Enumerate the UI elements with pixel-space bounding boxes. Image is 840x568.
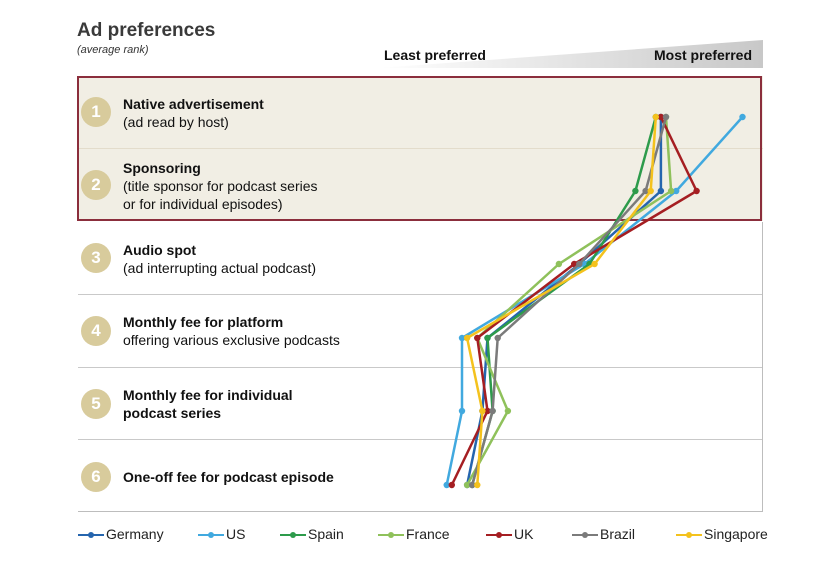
data-point xyxy=(504,407,512,415)
data-point xyxy=(632,187,639,195)
rank-item: One-off fee for podcast episode xyxy=(123,468,334,486)
rank-item: Native advertisement (ad read by host) xyxy=(123,95,264,131)
data-point xyxy=(474,481,481,489)
data-point xyxy=(657,113,665,121)
data-point xyxy=(662,113,670,121)
rank-desc: (ad interrupting actual podcast) xyxy=(123,260,316,276)
data-point xyxy=(652,113,659,121)
rank-badge: 4 xyxy=(81,316,111,346)
rank-desc: (title sponsor for podcast series or for… xyxy=(123,178,318,212)
data-point xyxy=(443,481,450,489)
series-line xyxy=(470,116,658,486)
data-point xyxy=(642,187,649,195)
legend-swatch xyxy=(198,532,224,539)
rank-name: Audio spot xyxy=(123,242,197,258)
right-axis-line xyxy=(762,222,763,512)
legend-item: Germany xyxy=(78,526,164,542)
bottom-axis-line xyxy=(78,511,763,512)
data-point xyxy=(463,481,471,489)
rank-name: Monthly fee for platform xyxy=(123,314,284,330)
legend-item: US xyxy=(198,526,245,542)
data-point xyxy=(673,187,680,195)
data-point xyxy=(591,260,598,268)
data-point xyxy=(458,407,466,415)
rank-item: Monthly fee for platform offering variou… xyxy=(123,313,340,349)
data-point xyxy=(484,334,491,342)
data-point xyxy=(667,187,675,195)
rank-name: Monthly fee for individual podcast serie… xyxy=(123,387,293,421)
rank-badge: 5 xyxy=(81,389,111,419)
legend-label: UK xyxy=(514,526,534,542)
rank-badge: 2 xyxy=(81,170,111,200)
legend-label: France xyxy=(406,526,450,542)
rank-badge: 6 xyxy=(81,462,111,492)
least-preferred-label: Least preferred xyxy=(384,47,486,63)
row-divider xyxy=(78,148,763,149)
rank-name: Sponsoring xyxy=(123,160,201,176)
rank-desc: offering various exclusive podcasts xyxy=(123,332,340,348)
series-us xyxy=(443,113,746,489)
legend-item: Singapore xyxy=(676,526,768,542)
legend-swatch xyxy=(280,532,306,539)
series-germany xyxy=(463,113,665,489)
rank-item: Sponsoring (title sponsor for podcast se… xyxy=(123,159,318,213)
data-point xyxy=(739,113,746,121)
data-point xyxy=(469,481,476,489)
data-point xyxy=(494,334,501,342)
legend-swatch xyxy=(486,532,512,539)
data-point xyxy=(555,260,563,268)
series-france xyxy=(463,113,675,489)
data-point xyxy=(484,407,491,415)
legend-label: Singapore xyxy=(704,526,768,542)
rank-item: Audio spot (ad interrupting actual podca… xyxy=(123,241,316,277)
subtitle: (average rank) xyxy=(77,44,149,56)
legend-item: Brazil xyxy=(572,526,635,542)
data-point xyxy=(474,334,481,342)
legend-swatch xyxy=(378,532,404,539)
data-point xyxy=(463,334,471,342)
series-line xyxy=(470,116,668,486)
data-point xyxy=(576,260,583,268)
most-preferred-label: Most preferred xyxy=(654,47,753,63)
rank-name: Native advertisement xyxy=(123,96,264,112)
legend-item: UK xyxy=(486,526,533,542)
legend-swatch xyxy=(78,532,104,539)
data-point xyxy=(657,187,665,195)
rank-badge: 1 xyxy=(81,97,111,127)
data-point xyxy=(458,334,466,342)
data-point xyxy=(448,481,455,489)
legend: Germany US Spain France UK Brazil Singapore xyxy=(78,526,768,546)
legend-swatch xyxy=(572,532,598,539)
rank-name: One-off fee for podcast episode xyxy=(123,469,334,485)
data-point xyxy=(647,187,654,195)
row-divider xyxy=(78,367,763,368)
series-brazil xyxy=(469,113,670,489)
legend-label: Germany xyxy=(106,526,164,542)
row-divider xyxy=(78,294,763,295)
rank-badge: 3 xyxy=(81,243,111,273)
legend-label: Spain xyxy=(308,526,344,542)
series-line xyxy=(465,117,663,486)
series-line xyxy=(445,116,744,486)
data-point xyxy=(479,407,486,415)
legend-swatch xyxy=(676,532,702,539)
top-two-highlight-frame xyxy=(77,76,762,221)
rank-item: Monthly fee for individual podcast serie… xyxy=(123,386,293,422)
series-line xyxy=(466,116,673,486)
row-divider xyxy=(78,439,763,440)
page-title: Ad preferences xyxy=(77,20,216,41)
legend-label: Brazil xyxy=(600,526,636,542)
legend-label: US xyxy=(226,526,246,542)
data-point xyxy=(489,407,496,415)
series-singapore xyxy=(463,113,659,489)
legend-item: France xyxy=(378,526,450,542)
series-line xyxy=(465,116,658,486)
data-point xyxy=(693,187,700,195)
legend-item: Spain xyxy=(280,526,344,542)
rank-desc: (ad read by host) xyxy=(123,114,229,130)
